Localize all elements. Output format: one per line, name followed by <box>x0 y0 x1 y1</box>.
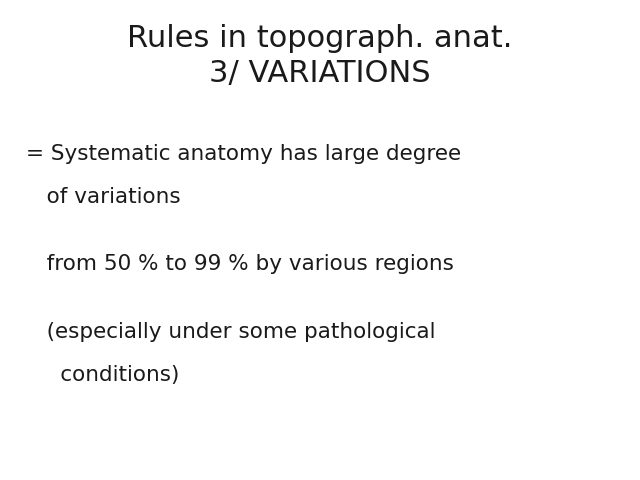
Text: Rules in topograph. anat.
3/ VARIATIONS: Rules in topograph. anat. 3/ VARIATIONS <box>127 24 513 88</box>
Text: = Systematic anatomy has large degree: = Systematic anatomy has large degree <box>26 144 461 164</box>
Text: from 50 % to 99 % by various regions: from 50 % to 99 % by various regions <box>26 254 454 275</box>
Text: of variations: of variations <box>26 187 180 207</box>
Text: (especially under some pathological: (especially under some pathological <box>26 322 435 342</box>
Text: conditions): conditions) <box>26 365 179 385</box>
